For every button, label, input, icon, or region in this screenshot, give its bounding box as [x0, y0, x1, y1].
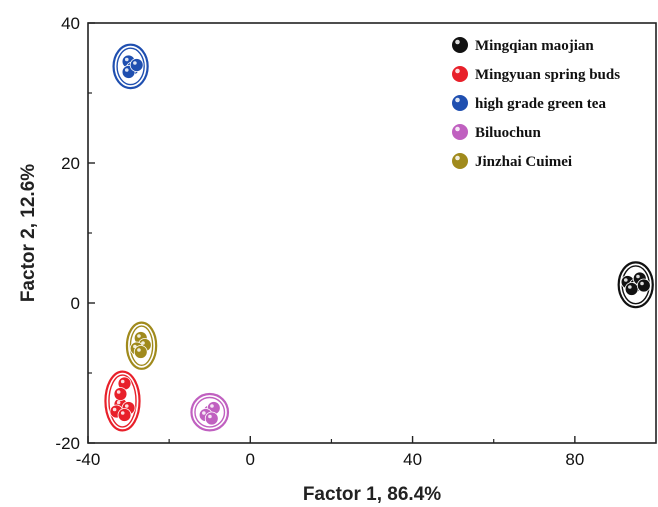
data-point — [129, 58, 144, 72]
data-point-highlight — [124, 68, 129, 72]
x-tick-label: -40 — [76, 450, 101, 469]
data-point-highlight — [124, 404, 129, 408]
confidence-ellipse-outer — [112, 43, 149, 90]
data-point-highlight — [636, 274, 640, 279]
legend-marker — [452, 153, 468, 169]
data-point — [624, 282, 639, 296]
data-clusters — [104, 43, 654, 432]
confidence-ellipse-inner — [116, 47, 145, 86]
legend-marker — [452, 66, 468, 82]
data-point-highlight — [116, 390, 121, 394]
confidence-ellipse-outer — [617, 261, 654, 309]
data-point-highlight — [133, 61, 137, 65]
data-point — [113, 387, 128, 401]
legend-label: Mingyuan spring buds — [475, 67, 620, 83]
y-tick-label: 40 — [61, 14, 80, 33]
legend-marker-highlight — [455, 39, 460, 45]
x-axis: -40 0 40 80 — [76, 436, 584, 469]
legend-label: Jinzhai Cuimei — [475, 154, 572, 170]
cluster-group — [190, 392, 230, 432]
legend-marker-highlight — [455, 97, 460, 103]
x-axis-title: Factor 1, 86.4% — [303, 484, 441, 505]
data-point-highlight — [112, 407, 117, 412]
x-tick-label: 80 — [565, 450, 584, 469]
data-point-highlight — [124, 57, 129, 62]
data-point-highlight — [208, 414, 212, 419]
confidence-ellipse-outer — [104, 370, 141, 432]
legend-marker-highlight — [455, 68, 460, 74]
confidence-ellipse-outer — [190, 392, 230, 432]
data-point-highlight — [137, 348, 141, 352]
y-tick-label: 0 — [71, 294, 80, 313]
data-point-highlight — [210, 404, 214, 408]
data-point-highlight — [141, 341, 145, 345]
data-point — [117, 408, 132, 422]
data-point-highlight — [137, 334, 141, 338]
data-point — [636, 278, 651, 293]
x-tick-label: 0 — [246, 450, 255, 469]
data-point-highlight — [624, 278, 628, 282]
legend-marker — [452, 124, 468, 140]
cluster-group — [617, 261, 654, 309]
legend-marker — [452, 37, 468, 53]
cluster-group — [104, 370, 141, 432]
y-axis: -20 0 20 40 — [55, 14, 95, 453]
data-point — [133, 345, 148, 359]
legend-label: Biluochun — [475, 125, 542, 141]
plot-frame — [87, 22, 657, 444]
confidence-ellipse-outer — [125, 321, 158, 370]
y-axis-title: Factor 2, 12.6% — [18, 164, 39, 302]
x-tick-label: 40 — [403, 450, 422, 469]
data-point — [204, 411, 219, 426]
y-tick-label: -20 — [55, 434, 80, 453]
data-point-highlight — [116, 400, 121, 405]
data-point-highlight — [628, 285, 632, 289]
legend-marker-highlight — [455, 155, 460, 161]
data-point-highlight — [120, 411, 125, 415]
legend-label: high grade green tea — [475, 96, 606, 112]
legend-marker — [452, 95, 468, 111]
data-point-highlight — [120, 379, 125, 384]
legend-marker-highlight — [455, 126, 460, 132]
data-point-highlight — [202, 411, 206, 415]
confidence-ellipse-inner — [194, 396, 226, 428]
y-tick-label: 20 — [61, 154, 80, 173]
data-point-highlight — [640, 281, 644, 286]
legend: Mingqian maojian Mingyuan spring buds high… — [452, 37, 620, 170]
cluster-group — [112, 43, 149, 90]
cluster-group — [125, 321, 158, 370]
confidence-ellipse-inner — [108, 374, 137, 428]
legend-label: Mingqian maojian — [475, 38, 594, 54]
